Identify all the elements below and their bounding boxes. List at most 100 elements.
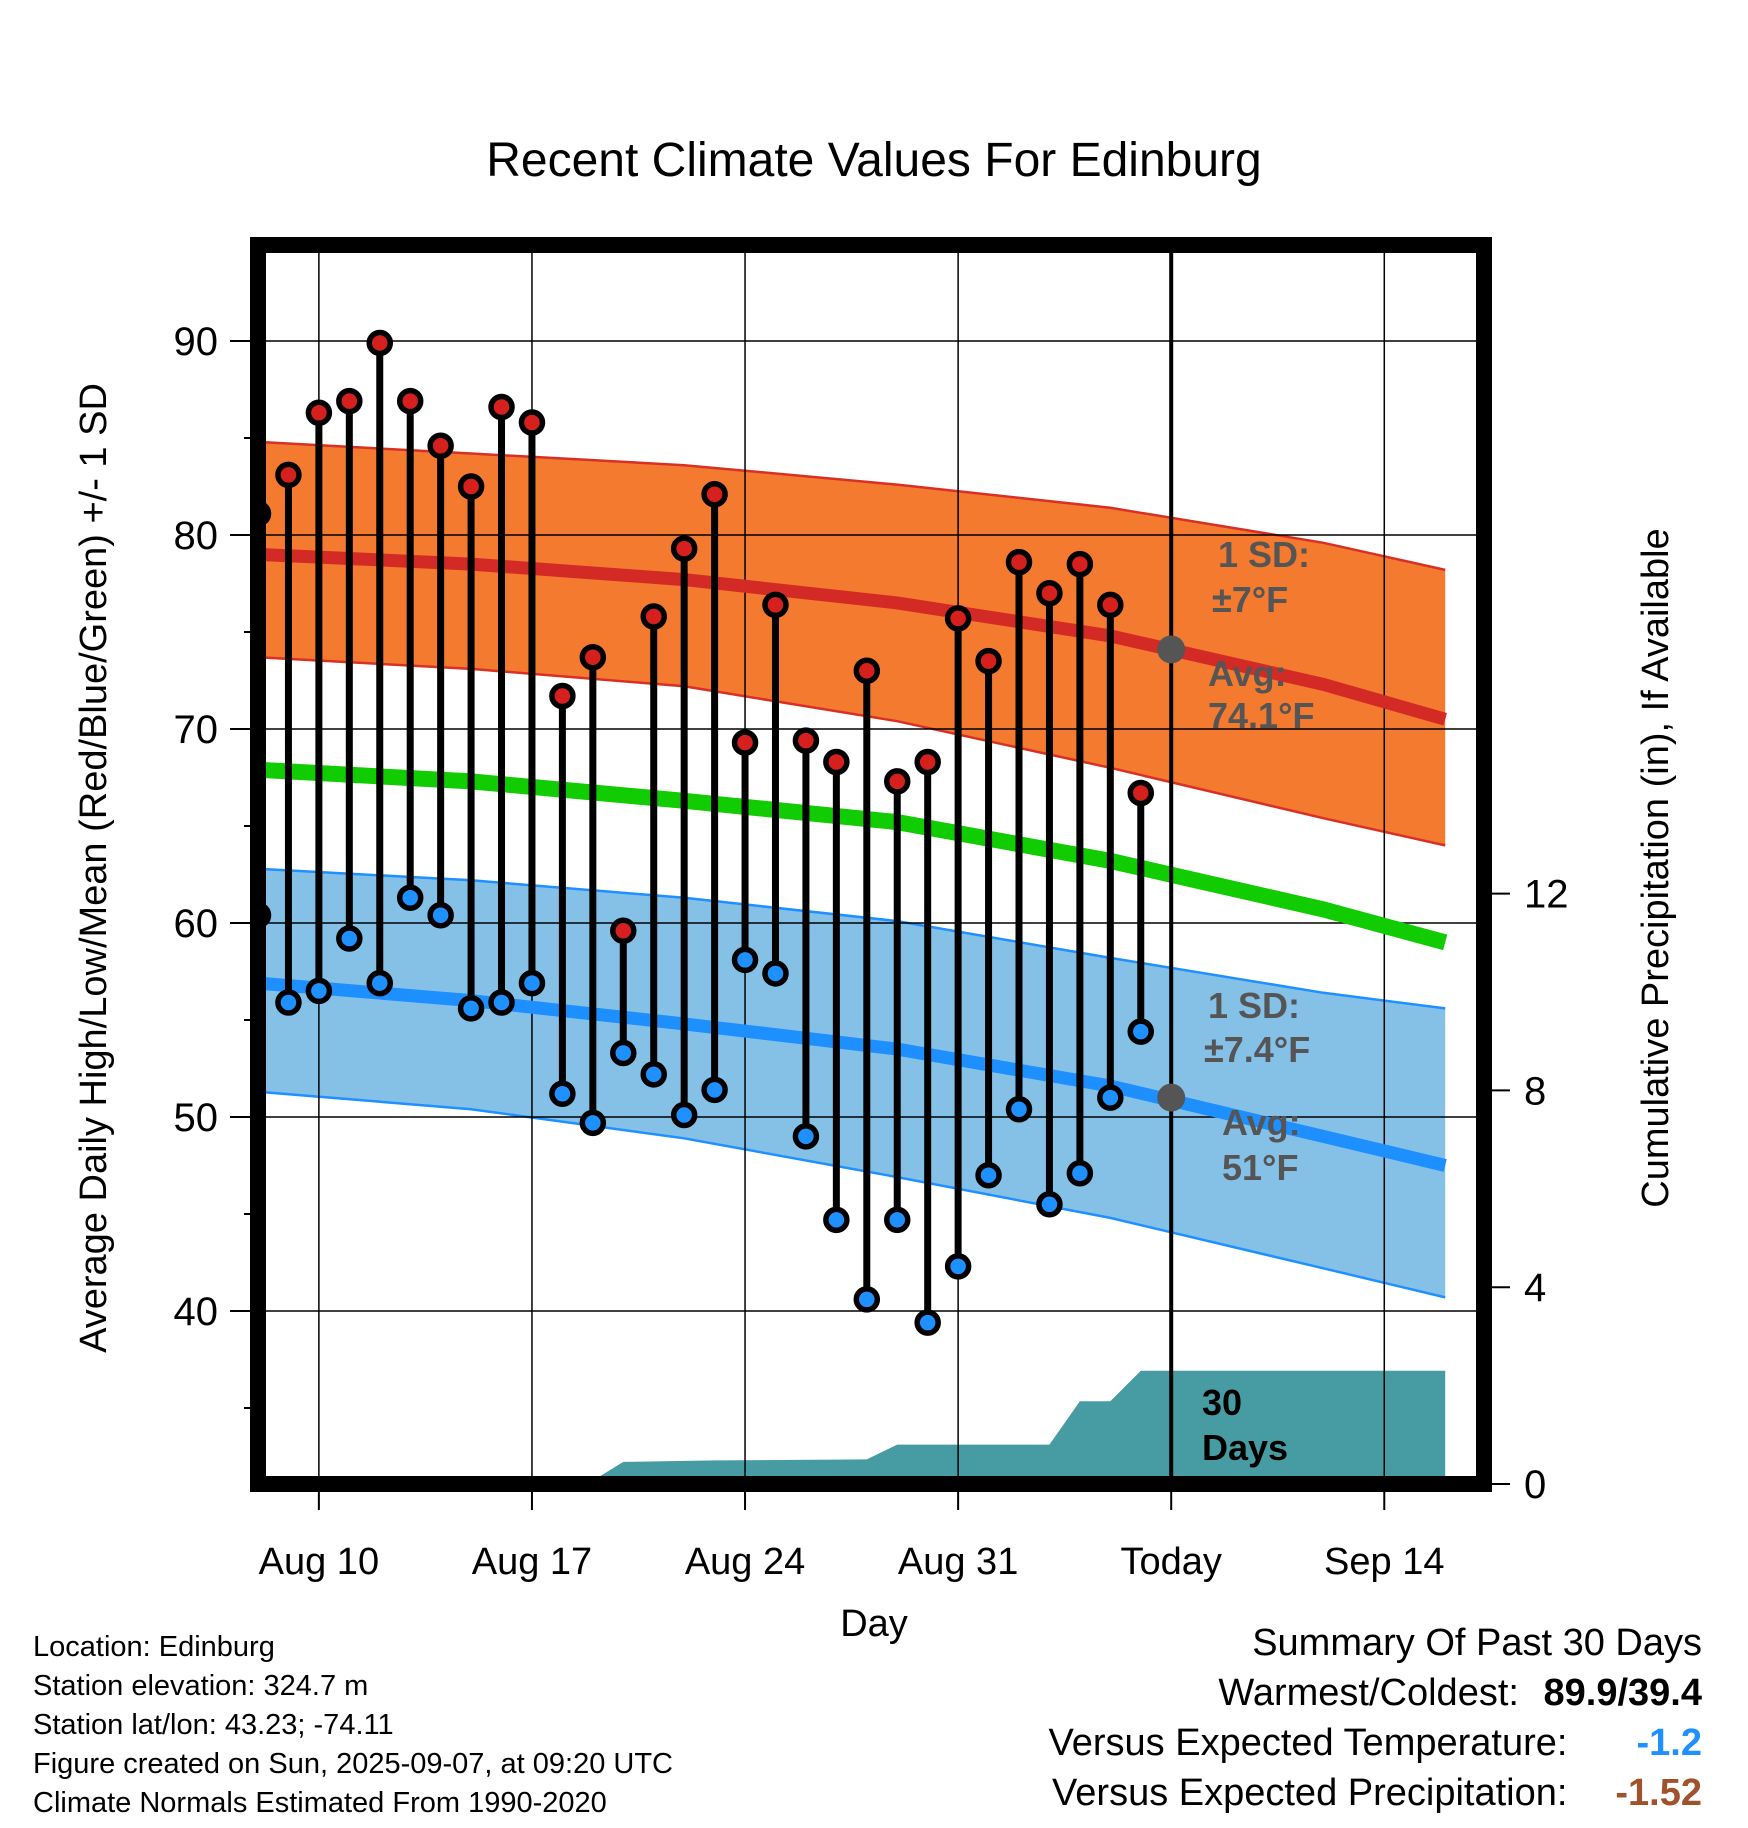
low-sd-label: 1 SD: xyxy=(1208,985,1300,1026)
daily-low-point xyxy=(701,1076,728,1104)
y-left-tick-label: 80 xyxy=(174,514,219,558)
daily-high-point xyxy=(427,432,454,460)
daily-low-point xyxy=(640,1061,667,1088)
daily-high-point xyxy=(457,473,485,500)
daily-high-point xyxy=(1127,779,1155,807)
daily-low-point xyxy=(427,901,454,929)
daily-low-point xyxy=(518,969,546,997)
x-tick-label: Aug 31 xyxy=(898,1541,1018,1583)
daily-high-point xyxy=(731,729,759,756)
precip-area xyxy=(258,1370,1446,1484)
daily-high-point xyxy=(366,329,394,357)
high-sd-value: ±7°F xyxy=(1212,579,1288,620)
y-axis-right-label: Cumulative Precipitation (in), If Availa… xyxy=(1635,528,1677,1207)
station-info: Location: Edinburg Station elevation: 32… xyxy=(33,1628,673,1823)
daily-low-point xyxy=(610,1039,637,1067)
daily-low-point xyxy=(275,989,302,1016)
daily-high-point xyxy=(336,387,363,415)
today-high-avg-marker xyxy=(1157,635,1186,664)
daily-high-point xyxy=(762,591,789,619)
y-right-tick-label: 0 xyxy=(1524,1463,1546,1507)
daily-high-point xyxy=(305,399,333,427)
daily-high-point xyxy=(640,603,667,630)
daily-high-point xyxy=(488,393,515,421)
daily-low-point xyxy=(670,1101,698,1129)
daily-high-point xyxy=(914,748,941,776)
daily-low-point xyxy=(731,946,759,974)
daily-low-point xyxy=(488,989,515,1016)
high-avg-value: 74.1°F xyxy=(1208,695,1314,736)
daily-low-point xyxy=(549,1080,576,1107)
warm-cold-row: Warmest/Coldest: 89.9/39.4 xyxy=(1049,1668,1702,1718)
daily-high-point xyxy=(701,481,728,508)
x-tick-label: Aug 24 xyxy=(685,1541,805,1583)
y-right-tick-label: 4 xyxy=(1524,1266,1546,1310)
low-sd-value: ±7.4°F xyxy=(1204,1029,1310,1070)
days-number-label: 30 xyxy=(1202,1382,1242,1423)
daily-low-point xyxy=(762,960,789,987)
y-left-tick-label: 60 xyxy=(174,902,219,946)
high-avg-label: Avg: xyxy=(1208,653,1287,694)
daily-low-point xyxy=(1127,1018,1155,1045)
daily-low-point xyxy=(975,1161,1002,1189)
daily-high-point xyxy=(518,409,546,436)
x-axis-label: Day xyxy=(840,1603,908,1645)
daily-low-point xyxy=(853,1286,881,1313)
warm-cold-label: Warmest/Coldest: xyxy=(1218,1672,1519,1714)
precip-label: Versus Expected Precipitation: xyxy=(1052,1772,1568,1814)
daily-low-point xyxy=(1036,1191,1063,1218)
daily-high-point xyxy=(823,748,850,776)
daily-high-point xyxy=(853,657,881,685)
x-tick-label: Today xyxy=(1120,1541,1221,1583)
x-tick-label: Aug 17 xyxy=(472,1541,592,1583)
daily-high-point xyxy=(1036,579,1063,607)
daily-high-point xyxy=(792,727,820,754)
daily-low-point xyxy=(457,995,485,1022)
daily-high-point xyxy=(975,647,1002,675)
daily-high-point xyxy=(1005,548,1033,576)
chart-title: Recent Climate Values For Edinburg xyxy=(486,134,1261,187)
daily-low-point xyxy=(1097,1084,1124,1111)
daily-high-point xyxy=(670,535,698,562)
high-sd-band xyxy=(258,441,1446,846)
daily-high-point xyxy=(1097,591,1124,619)
daily-low-point xyxy=(914,1309,941,1336)
daily-high-point xyxy=(396,387,424,415)
summary-panel: Summary Of Past 30 Days Warmest/Coldest:… xyxy=(1049,1618,1702,1818)
daily-high-point xyxy=(579,643,607,671)
elevation-text: Station elevation: 324.7 m xyxy=(33,1670,369,1702)
daily-high-point xyxy=(275,461,302,489)
daily-low-point xyxy=(305,977,333,1005)
x-tick-label: Sep 14 xyxy=(1324,1541,1444,1583)
daily-low-point xyxy=(1066,1160,1094,1187)
daily-high-point xyxy=(610,917,637,945)
temp-label: Versus Expected Temperature: xyxy=(1048,1722,1568,1764)
low-avg-label: Avg: xyxy=(1222,1102,1301,1143)
daily-low-point xyxy=(396,884,424,912)
daily-low-point xyxy=(1005,1095,1033,1123)
precip-value: -1.52 xyxy=(1615,1772,1702,1814)
latlon-text: Station lat/lon: 43.23; -74.11 xyxy=(33,1709,394,1741)
low-sd-band xyxy=(258,868,1446,1298)
daily-low-point xyxy=(579,1109,607,1137)
x-tick-label: Aug 10 xyxy=(259,1541,379,1583)
y-left-tick-label: 40 xyxy=(174,1290,219,1334)
daily-low-point xyxy=(883,1206,911,1234)
daily-high-point xyxy=(1066,550,1094,578)
today-low-avg-marker xyxy=(1157,1083,1186,1112)
days-word-label: Days xyxy=(1202,1427,1288,1468)
high-sd-label: 1 SD: xyxy=(1218,534,1310,575)
low-avg-value: 51°F xyxy=(1222,1147,1298,1188)
daily-high-point xyxy=(549,682,576,710)
precip-row: Versus Expected Precipitation: -1.52 xyxy=(1049,1768,1702,1818)
high-sd-upper-edge xyxy=(258,440,1446,572)
y-left-tick-label: 50 xyxy=(174,1096,219,1140)
temp-row: Versus Expected Temperature: -1.2 xyxy=(1049,1718,1702,1768)
y-right-tick-label: 8 xyxy=(1524,1069,1546,1113)
summary-title: Summary Of Past 30 Days xyxy=(1252,1622,1702,1664)
y-right-tick-label: 12 xyxy=(1524,873,1569,917)
daily-low-point xyxy=(792,1123,820,1150)
daily-low-point xyxy=(823,1206,850,1234)
